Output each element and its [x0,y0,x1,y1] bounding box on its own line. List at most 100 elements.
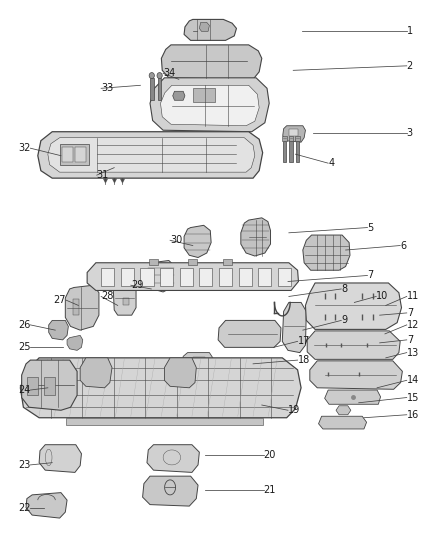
Polygon shape [184,225,211,257]
Text: 16: 16 [407,410,419,420]
Text: 6: 6 [400,240,406,251]
Text: 13: 13 [407,348,419,358]
Bar [60,144,89,165]
Polygon shape [160,85,259,126]
Text: 34: 34 [163,68,175,78]
Text: 7: 7 [407,335,413,345]
Bar [223,259,232,265]
Bar [278,268,291,286]
Polygon shape [39,445,81,472]
Polygon shape [20,358,301,418]
Bar [27,377,38,395]
Text: 22: 22 [18,503,30,513]
Text: 2: 2 [407,61,413,71]
Text: 30: 30 [170,235,182,245]
Text: 4: 4 [328,158,334,168]
Text: 19: 19 [288,405,300,415]
Polygon shape [48,138,255,172]
Polygon shape [21,360,77,410]
Polygon shape [283,302,306,353]
Text: 23: 23 [18,460,30,470]
Bar [180,268,193,286]
Polygon shape [283,126,305,142]
Polygon shape [182,353,214,374]
Bar [141,268,153,286]
Polygon shape [161,45,262,79]
Ellipse shape [157,72,162,78]
Text: 20: 20 [264,450,276,460]
Bar [283,141,286,161]
Text: 28: 28 [101,292,113,302]
Polygon shape [184,19,237,41]
Polygon shape [241,218,271,256]
Text: 31: 31 [97,170,109,180]
Text: 9: 9 [341,316,347,326]
Polygon shape [310,361,403,389]
Ellipse shape [149,72,154,78]
Bar [73,298,79,315]
Polygon shape [26,492,67,518]
Bar [121,268,134,286]
Text: 12: 12 [407,320,419,330]
Polygon shape [173,91,185,100]
Polygon shape [38,132,263,178]
Text: 10: 10 [376,292,389,302]
Polygon shape [218,320,281,348]
Polygon shape [199,22,209,31]
Bar [44,377,55,395]
Bar [101,268,114,286]
Text: 7: 7 [367,270,374,280]
Text: 14: 14 [407,375,419,385]
Text: 17: 17 [297,336,310,346]
Bar [258,268,272,286]
Text: 27: 27 [54,295,66,305]
Bar [296,141,299,161]
Bar [123,298,130,305]
Polygon shape [49,320,68,340]
Text: 21: 21 [264,484,276,495]
Polygon shape [164,358,196,388]
Polygon shape [65,285,99,330]
Polygon shape [80,358,112,388]
Text: 3: 3 [407,128,413,138]
Bar [149,259,158,265]
Text: 32: 32 [18,143,30,153]
Bar [62,147,73,161]
Bar [75,147,86,161]
Bar [193,88,215,102]
Bar [289,136,293,141]
Text: 7: 7 [407,308,413,318]
Bar [193,357,205,368]
Bar [199,268,212,286]
Text: 11: 11 [407,292,419,302]
Polygon shape [87,263,298,290]
Text: 18: 18 [297,355,310,365]
Bar [239,268,252,286]
Text: 15: 15 [407,392,419,402]
Polygon shape [113,281,136,315]
Polygon shape [150,78,269,132]
Polygon shape [147,445,199,472]
Polygon shape [143,476,198,506]
Text: 24: 24 [18,385,30,395]
Polygon shape [307,331,400,359]
Polygon shape [67,335,83,350]
Polygon shape [318,416,367,429]
Polygon shape [325,390,381,404]
Text: 5: 5 [367,223,374,232]
Text: 33: 33 [101,83,113,93]
Bar [160,268,173,286]
Polygon shape [66,418,263,425]
Bar [150,78,153,100]
Bar [289,129,298,136]
Bar [158,78,161,100]
Bar [188,259,197,265]
Bar [283,136,287,141]
Text: 29: 29 [131,280,143,290]
Bar [295,136,300,141]
Bar [219,268,232,286]
Polygon shape [303,235,350,270]
Text: 25: 25 [18,342,30,352]
Polygon shape [305,283,402,329]
Bar [289,141,293,161]
